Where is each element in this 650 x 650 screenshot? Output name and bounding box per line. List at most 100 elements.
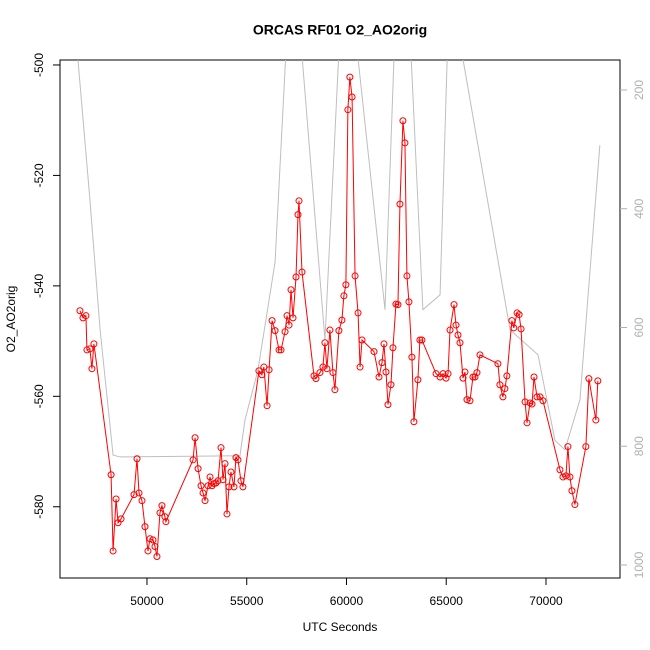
data-point [528, 400, 536, 408]
data-point [358, 336, 366, 344]
y-tick-label: -520 [32, 163, 46, 187]
data-point [109, 547, 117, 555]
data-point [539, 397, 547, 405]
data-point [410, 418, 418, 426]
data-point [217, 444, 225, 452]
data-point [206, 473, 214, 481]
data-point [285, 321, 293, 329]
data-point [144, 547, 152, 555]
data-point [473, 369, 481, 377]
data-point [515, 311, 523, 319]
data-point [161, 513, 169, 521]
data-point [354, 309, 362, 317]
data-point [232, 454, 240, 462]
data-point [271, 327, 279, 335]
data-point [258, 371, 266, 379]
data-point [594, 377, 602, 385]
data-point [340, 292, 348, 300]
data-point [384, 401, 392, 409]
y2-tick-label: 600 [632, 317, 646, 337]
data-point [459, 374, 467, 382]
data-point [592, 416, 600, 424]
data-point [471, 373, 479, 381]
y-tick-label: -560 [32, 384, 46, 408]
data-point [510, 324, 518, 332]
y2-tick-label: 800 [632, 436, 646, 456]
data-point [263, 402, 271, 410]
data-point [582, 443, 590, 451]
data-point [82, 312, 90, 320]
data-point [268, 317, 276, 325]
data-point [227, 468, 235, 476]
data-point [530, 373, 538, 381]
data-point [275, 346, 283, 354]
x-tick-label: 55000 [230, 594, 264, 608]
x-tick-label: 65000 [430, 594, 464, 608]
x-tick-label: 60000 [330, 594, 364, 608]
data-point [158, 502, 166, 510]
data-point [281, 328, 289, 336]
data-point [234, 456, 242, 464]
data-point [219, 476, 227, 484]
x-tick-label: 50000 [130, 594, 164, 608]
data-point [401, 139, 409, 147]
data-point [88, 365, 96, 373]
data-point [331, 386, 339, 394]
data-point [265, 366, 273, 374]
x-axis-label: UTC Seconds [303, 620, 378, 634]
data-point [517, 325, 525, 333]
data-point [135, 489, 143, 497]
data-point [463, 396, 471, 404]
data-point [566, 473, 574, 481]
data-point [444, 370, 452, 378]
data-point [501, 385, 509, 393]
data-point [562, 472, 570, 480]
data-point [405, 298, 413, 306]
y2-tick-label: 1000 [632, 551, 646, 578]
y2-tick-label: 400 [632, 198, 646, 218]
data-point [295, 197, 303, 205]
data-point [466, 397, 474, 405]
data-point [335, 327, 343, 335]
y2-tick-label: 200 [632, 80, 646, 100]
data-point [456, 339, 464, 347]
y2-line [77, 60, 601, 458]
data-point [162, 518, 170, 526]
data-point [442, 374, 450, 382]
data-point [146, 535, 154, 543]
data-point [380, 340, 388, 348]
data-point [107, 471, 115, 479]
data-point [221, 460, 229, 468]
data-point [408, 353, 416, 361]
data-point [199, 489, 207, 497]
y-tick-label: -500 [32, 53, 46, 77]
data-point [76, 307, 84, 315]
data-point [469, 373, 477, 381]
data-point [461, 368, 469, 376]
data-point [496, 381, 504, 389]
data-point [394, 301, 402, 309]
data-point [237, 477, 245, 485]
data-point [452, 321, 460, 329]
x-tick-label: 70000 [529, 594, 563, 608]
data-point [138, 497, 146, 505]
data-point [450, 301, 458, 309]
data-point [289, 314, 297, 322]
data-point [329, 369, 337, 377]
data-point [356, 363, 364, 371]
data-point [523, 419, 531, 427]
data-point [533, 393, 541, 401]
data-point [294, 211, 302, 219]
data-point [396, 200, 404, 208]
data-point [230, 483, 238, 491]
data-point [403, 272, 411, 280]
data-point [323, 365, 331, 373]
data-point [86, 345, 94, 353]
data-point [292, 273, 300, 281]
data-point [321, 339, 329, 347]
data-point [389, 344, 397, 352]
data-point [370, 348, 378, 356]
data-point [476, 351, 484, 359]
data-line [79, 77, 599, 557]
